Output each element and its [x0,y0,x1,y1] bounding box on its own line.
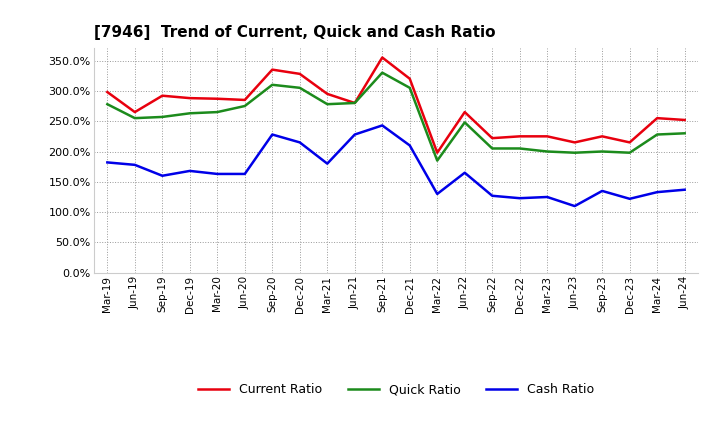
Cash Ratio [516,195,524,201]
Cash Ratio [460,170,469,176]
Current Ratio [460,110,469,115]
Quick Ratio [433,158,441,163]
Quick Ratio [240,103,249,109]
Quick Ratio [213,110,222,115]
Quick Ratio [295,85,304,91]
Quick Ratio [543,149,552,154]
Quick Ratio [268,82,276,88]
Line: Cash Ratio: Cash Ratio [107,125,685,206]
Current Ratio [186,95,194,101]
Current Ratio [295,71,304,77]
Current Ratio [351,100,359,106]
Cash Ratio [626,196,634,202]
Current Ratio [378,55,387,60]
Cash Ratio [570,203,579,209]
Cash Ratio [240,171,249,176]
Current Ratio [240,97,249,103]
Quick Ratio [405,85,414,91]
Quick Ratio [626,150,634,155]
Current Ratio [626,140,634,145]
Cash Ratio [351,132,359,137]
Cash Ratio [378,123,387,128]
Current Ratio [680,117,689,123]
Current Ratio [488,136,497,141]
Current Ratio [130,110,139,115]
Quick Ratio [516,146,524,151]
Cash Ratio [323,161,332,166]
Current Ratio [405,76,414,81]
Line: Current Ratio: Current Ratio [107,58,685,153]
Quick Ratio [570,150,579,155]
Current Ratio [433,150,441,155]
Legend: Current Ratio, Quick Ratio, Cash Ratio: Current Ratio, Quick Ratio, Cash Ratio [193,378,599,401]
Quick Ratio [653,132,662,137]
Current Ratio [158,93,166,99]
Current Ratio [653,116,662,121]
Cash Ratio [405,143,414,148]
Cash Ratio [488,193,497,198]
Quick Ratio [680,131,689,136]
Cash Ratio [213,171,222,176]
Quick Ratio [323,102,332,107]
Cash Ratio [543,194,552,200]
Cash Ratio [158,173,166,178]
Current Ratio [516,134,524,139]
Current Ratio [570,140,579,145]
Quick Ratio [488,146,497,151]
Current Ratio [268,67,276,72]
Cash Ratio [186,168,194,173]
Cash Ratio [295,140,304,145]
Cash Ratio [268,132,276,137]
Current Ratio [213,96,222,101]
Current Ratio [103,89,112,95]
Cash Ratio [103,160,112,165]
Text: [7946]  Trend of Current, Quick and Cash Ratio: [7946] Trend of Current, Quick and Cash … [94,25,495,40]
Quick Ratio [186,110,194,116]
Quick Ratio [103,102,112,107]
Cash Ratio [653,190,662,195]
Quick Ratio [460,120,469,125]
Line: Quick Ratio: Quick Ratio [107,73,685,161]
Cash Ratio [598,188,606,194]
Cash Ratio [433,191,441,197]
Quick Ratio [158,114,166,120]
Quick Ratio [351,100,359,106]
Cash Ratio [130,162,139,168]
Current Ratio [543,134,552,139]
Quick Ratio [598,149,606,154]
Cash Ratio [680,187,689,192]
Current Ratio [598,134,606,139]
Quick Ratio [378,70,387,75]
Current Ratio [323,91,332,96]
Quick Ratio [130,116,139,121]
